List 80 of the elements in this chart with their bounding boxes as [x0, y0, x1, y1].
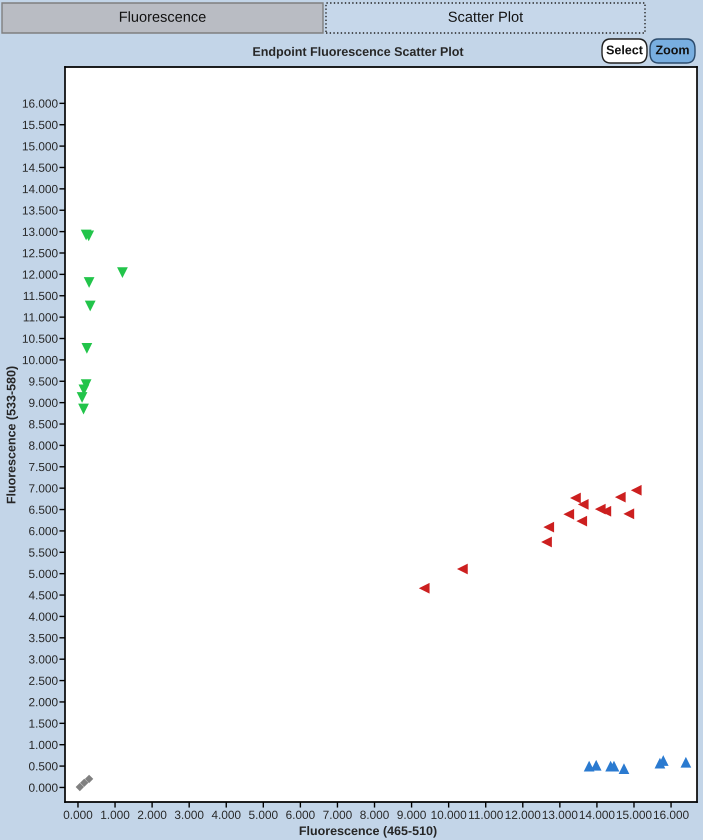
x-tick-label: 8.000 — [360, 810, 389, 820]
point — [563, 508, 574, 520]
point — [418, 582, 430, 594]
x-tick-label: 15.000 — [616, 810, 652, 820]
point — [680, 756, 692, 768]
y-tick-label: 15.500 — [22, 120, 58, 130]
y-tick-label: 14.500 — [22, 164, 58, 172]
y-tick-label: 1.000 — [29, 740, 58, 750]
y-tick-label: 7.000 — [29, 484, 58, 493]
point — [80, 778, 88, 787]
point — [543, 522, 554, 532]
x-tick-label: 13.000 — [542, 810, 578, 820]
y-tick-label: 9.500 — [29, 377, 58, 386]
y-tick-label: 7.500 — [29, 462, 58, 472]
point — [117, 267, 128, 278]
point — [84, 277, 94, 288]
y-tick-label: 0.500 — [28, 762, 58, 770]
x-tick-label: 6.000 — [286, 810, 315, 820]
point — [623, 508, 634, 520]
y-tick-label: 6.500 — [29, 506, 58, 514]
point — [578, 499, 589, 510]
y-tick-label: 4.500 — [28, 591, 58, 600]
x-tick-label: 3.000 — [174, 810, 204, 820]
point — [84, 774, 94, 784]
x-tick-label: 7.000 — [323, 810, 352, 820]
point — [614, 492, 626, 503]
y-tick-label: 11.000 — [24, 313, 58, 322]
y-tick-label: 2.500 — [29, 676, 58, 685]
text: Scatter Plot — [448, 11, 524, 22]
x-tick-label: 12.000 — [506, 810, 540, 820]
point — [456, 564, 468, 574]
y-tick-label: 8.000 — [29, 441, 58, 450]
y-tick-label: 10.500 — [22, 334, 58, 343]
point — [630, 484, 642, 496]
point — [576, 516, 588, 526]
x-axis-title: Fluorescence (465-510) — [300, 826, 437, 838]
y-tick-label: 5.500 — [28, 548, 58, 557]
y-tick-label: 1.500 — [29, 719, 58, 728]
text: Select — [606, 45, 643, 54]
y-tick-label: 9.000 — [29, 398, 58, 408]
x-tick-label: 5.000 — [249, 810, 278, 820]
point — [76, 392, 88, 403]
y-tick-label: 2.000 — [29, 698, 58, 706]
chart-title: Endpoint Fluorescence Scatter Plot — [253, 46, 464, 58]
x-tick-label: 16.000 — [654, 810, 689, 820]
x-tick-label: 4.000 — [212, 810, 241, 820]
y-tick-label: 16.000 — [22, 99, 58, 108]
point — [84, 300, 96, 312]
x-tick-label: 0.000 — [64, 810, 92, 820]
y-tick-label: 3.500 — [28, 634, 58, 642]
point — [76, 782, 84, 792]
x-tick-label: 9.000 — [397, 810, 426, 820]
y-tick-label: 12.500 — [22, 249, 58, 258]
y-tick-label: 13.500 — [22, 206, 58, 215]
y-tick-label: 0.000 — [28, 783, 58, 792]
x-tick-label: 2.000 — [138, 810, 166, 820]
y-tick-label: 15.000 — [22, 142, 58, 150]
y-tick-label: 13.000 — [22, 228, 58, 236]
y-tick-label: 5.000 — [28, 570, 58, 578]
y-tick-label: 11.500 — [24, 292, 58, 300]
point — [570, 492, 581, 504]
text: Fluorescence — [120, 11, 206, 22]
x-tick-label: 1.000 — [101, 810, 130, 820]
y-tick-label: 4.000 — [28, 612, 58, 621]
y-tick-label: 14.000 — [22, 184, 58, 194]
x-tick-label: 10.000 — [431, 810, 466, 820]
y-tick-label: 6.000 — [29, 526, 58, 536]
point — [541, 536, 552, 548]
x-tick-label: 11.000 — [469, 810, 503, 820]
x-tick-label: 14.000 — [580, 810, 615, 820]
point — [81, 342, 92, 354]
y-tick-label: 3.000 — [28, 655, 58, 664]
point — [618, 763, 630, 774]
y-tick-label: 8.500 — [29, 420, 58, 428]
text: Zoom — [656, 46, 689, 54]
point — [78, 404, 89, 414]
point — [584, 760, 595, 772]
y-tick-label: 12.000 — [22, 270, 58, 279]
y-tick-label: 10.000 — [22, 356, 58, 364]
y-axis-title: Fluorescence (533-580) — [6, 366, 18, 504]
